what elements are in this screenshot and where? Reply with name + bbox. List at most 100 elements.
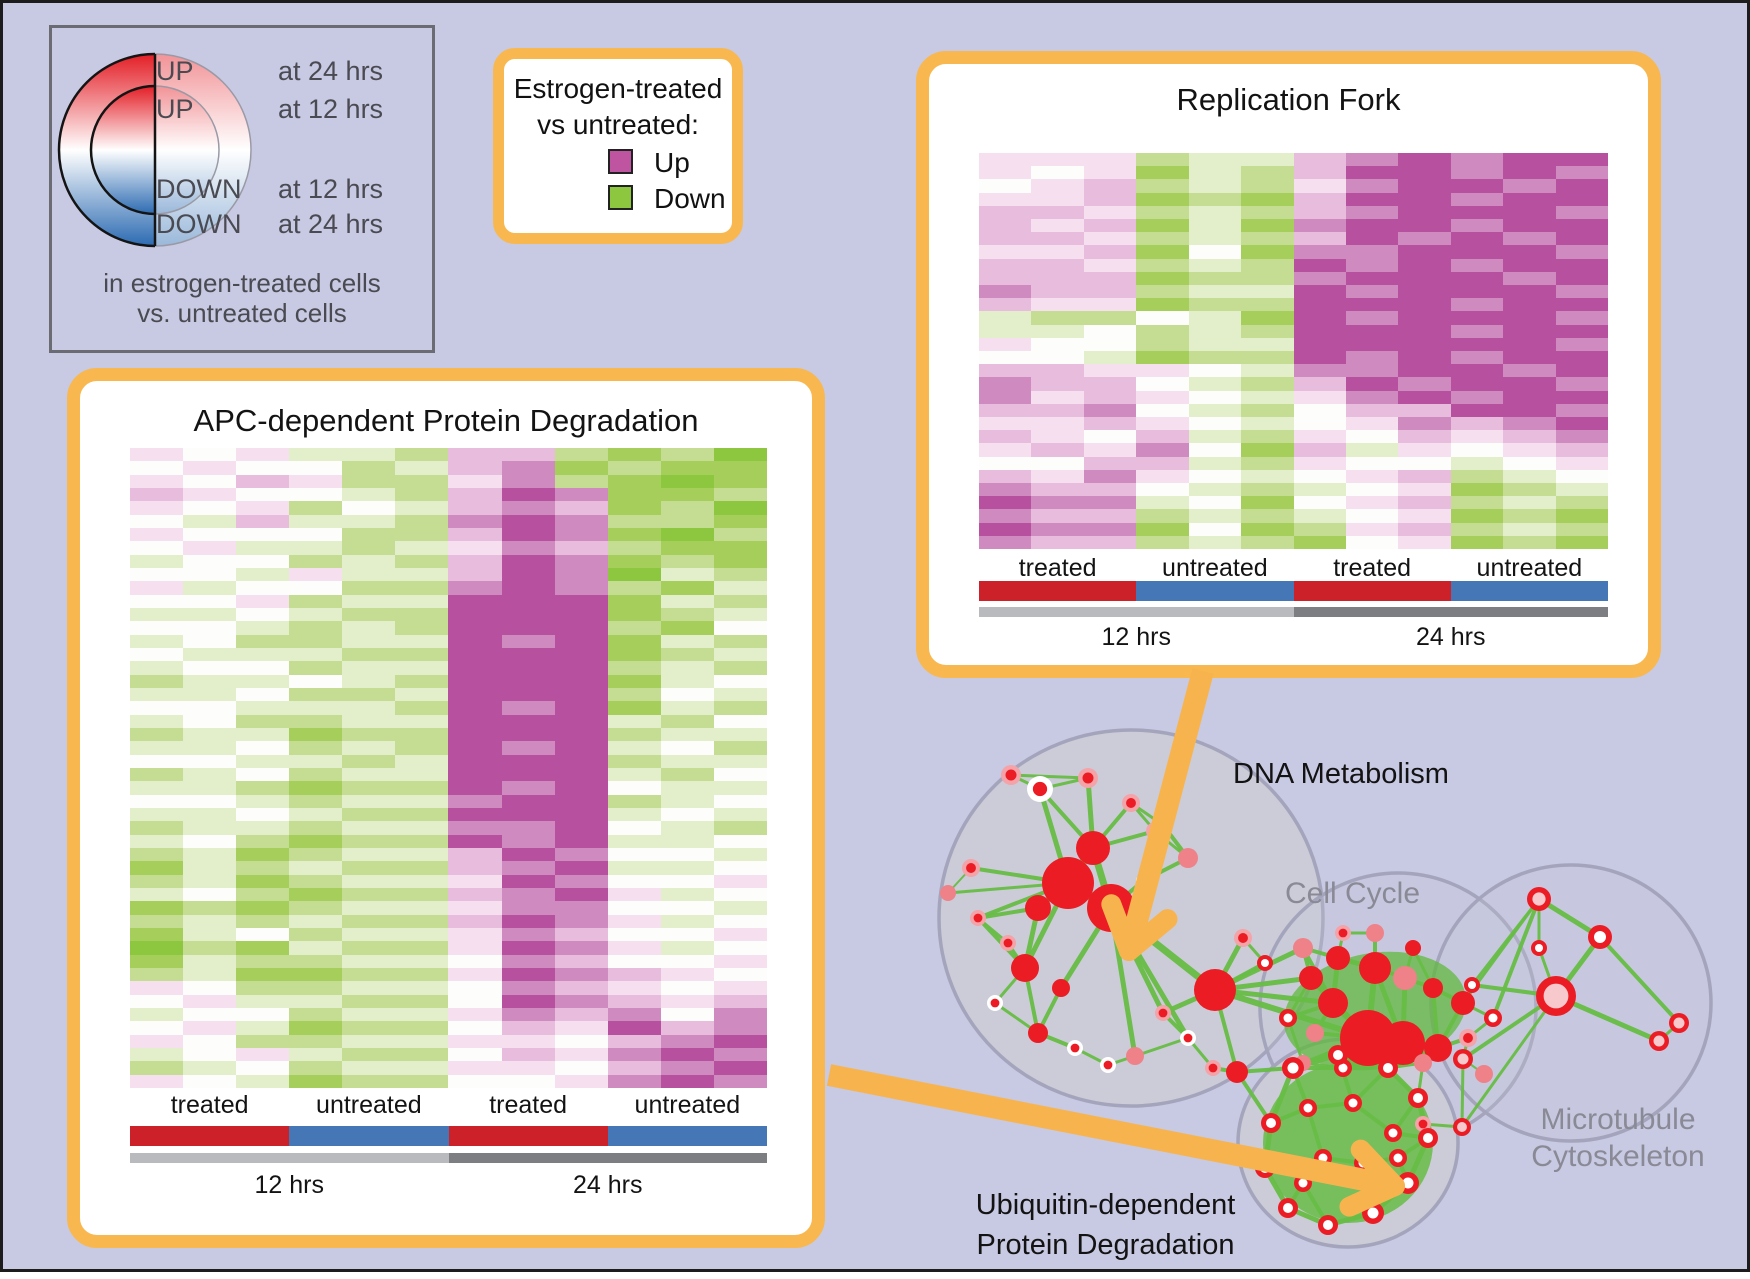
heatmap-cell bbox=[554, 874, 608, 888]
heatmap-cell bbox=[1241, 403, 1294, 417]
heatmap-cell bbox=[342, 487, 396, 502]
heatmap-cell bbox=[607, 1047, 661, 1062]
group-label-treated: treated bbox=[1018, 554, 1097, 582]
heatmap-cell bbox=[554, 807, 608, 822]
network-edge bbox=[1471, 983, 1557, 998]
heatmap-cell bbox=[289, 754, 343, 768]
heatmap-cell bbox=[1503, 509, 1556, 523]
network-edge bbox=[1309, 976, 1335, 1005]
heatmap-cell bbox=[130, 807, 184, 822]
heatmap-cell bbox=[660, 554, 714, 568]
heatmap-cell bbox=[554, 527, 608, 542]
heatmap-cell bbox=[979, 535, 1032, 549]
heatmap-cell bbox=[395, 541, 449, 555]
gene-set-node-wr bbox=[1100, 1057, 1116, 1073]
heatmap-cell bbox=[289, 1021, 343, 1035]
gene-set-node-wr bbox=[1070, 1043, 1080, 1053]
heatmap-cell bbox=[660, 1007, 714, 1022]
gene-set-node-wr bbox=[1183, 1033, 1193, 1043]
heatmap-cell bbox=[130, 634, 184, 648]
heatmap-cell bbox=[713, 554, 767, 568]
heatmap-cell bbox=[236, 1047, 290, 1062]
heatmap-cell bbox=[660, 701, 714, 715]
gene-set-node-rw bbox=[1303, 1103, 1313, 1113]
network-edge bbox=[1327, 1210, 1374, 1228]
apc-group-labels: treated untreated treated untreated bbox=[130, 1091, 767, 1120]
gene-set-node-pr bbox=[1418, 1119, 1428, 1129]
heatmap-cell bbox=[554, 661, 608, 675]
heatmap-cell bbox=[554, 741, 608, 755]
heatmap-cell bbox=[660, 1021, 714, 1035]
treatment-bar-segment bbox=[979, 581, 1137, 601]
heatmap-cell bbox=[660, 448, 714, 462]
gene-set-node-wr bbox=[990, 998, 1000, 1008]
heatmap-cell bbox=[448, 621, 502, 635]
heatmap-cell bbox=[1555, 245, 1608, 259]
gene-set-node-rw bbox=[1278, 1198, 1298, 1218]
heatmap-cell bbox=[1241, 482, 1294, 497]
heatmap-cell bbox=[1136, 153, 1189, 167]
heatmap-cell bbox=[554, 967, 608, 982]
heatmap-cell bbox=[607, 514, 661, 528]
heatmap-cell bbox=[554, 821, 608, 835]
heatmap-cell bbox=[130, 674, 184, 688]
heatmap-cell bbox=[342, 554, 396, 568]
heatmap-cell bbox=[1083, 179, 1137, 193]
heatmap-cell bbox=[448, 674, 502, 688]
heatmap-cell bbox=[554, 621, 608, 635]
apc-treatment-colorbar bbox=[130, 1126, 767, 1146]
replication-fork-panel: Replication Fork treated untreated treat… bbox=[916, 51, 1661, 678]
heatmap-cell bbox=[979, 232, 1032, 246]
heatmap-cell bbox=[607, 674, 661, 688]
heatmap-cell bbox=[1555, 271, 1608, 285]
network-edge bbox=[1422, 1122, 1463, 1129]
heatmap-cell bbox=[395, 1074, 449, 1088]
heatmap-cell bbox=[607, 847, 661, 862]
heatmap-cell bbox=[1345, 258, 1399, 272]
heatmap-cell bbox=[289, 1047, 343, 1062]
heatmap-cell bbox=[448, 994, 502, 1008]
network-edge bbox=[977, 906, 1039, 920]
gene-set-node-R bbox=[1423, 978, 1443, 998]
network-edge bbox=[1351, 1066, 1390, 1105]
heatmap-cell bbox=[979, 192, 1032, 206]
heatmap-cell bbox=[1136, 298, 1189, 312]
heatmap-cell bbox=[342, 567, 396, 582]
heatmap-cell bbox=[607, 701, 661, 715]
heatmap-cell bbox=[1345, 522, 1399, 536]
gene-set-node-pr bbox=[1122, 794, 1140, 812]
heatmap-cell bbox=[554, 941, 608, 955]
heatmap-cell bbox=[1555, 192, 1608, 206]
heatmap-cell bbox=[1450, 311, 1504, 325]
heatmap-cell bbox=[501, 634, 555, 648]
heatmap-cell bbox=[395, 487, 449, 502]
heatmap-cell bbox=[1031, 298, 1084, 312]
network-edge bbox=[1292, 1035, 1369, 1071]
heatmap-cell bbox=[289, 661, 343, 675]
heatmap-cell bbox=[342, 714, 396, 728]
heatmap-cell bbox=[289, 474, 343, 488]
heatmap-cell bbox=[448, 874, 502, 888]
heatmap-cell bbox=[1398, 456, 1451, 470]
heatmap-cell bbox=[236, 461, 290, 475]
heatmap-cell bbox=[1031, 430, 1084, 444]
heatmap-cell bbox=[1345, 535, 1399, 549]
heatmap-cell bbox=[1031, 377, 1084, 391]
heatmap-cell bbox=[183, 767, 237, 782]
network-edge bbox=[1372, 967, 1406, 1044]
heatmap-cell bbox=[1398, 377, 1451, 391]
heatmap-cell bbox=[289, 594, 343, 608]
heatmap-cell bbox=[1450, 403, 1504, 417]
gene-set-node-rw bbox=[1354, 1154, 1372, 1172]
legend-dir: UP bbox=[156, 94, 194, 124]
heatmap-cell bbox=[1188, 364, 1242, 378]
heatmap-cell bbox=[236, 647, 290, 662]
heatmap-cell bbox=[1083, 192, 1137, 206]
network-edge bbox=[1336, 1054, 1355, 1104]
microtubule-cytoskeleton-label: Microtubule Cytoskeleton bbox=[1508, 1101, 1728, 1175]
heatmap-cell bbox=[501, 727, 555, 742]
heatmap-cell bbox=[660, 834, 714, 848]
heatmap-cell bbox=[236, 621, 290, 635]
network-edge bbox=[977, 916, 1009, 945]
heatmap-cell bbox=[183, 634, 237, 648]
